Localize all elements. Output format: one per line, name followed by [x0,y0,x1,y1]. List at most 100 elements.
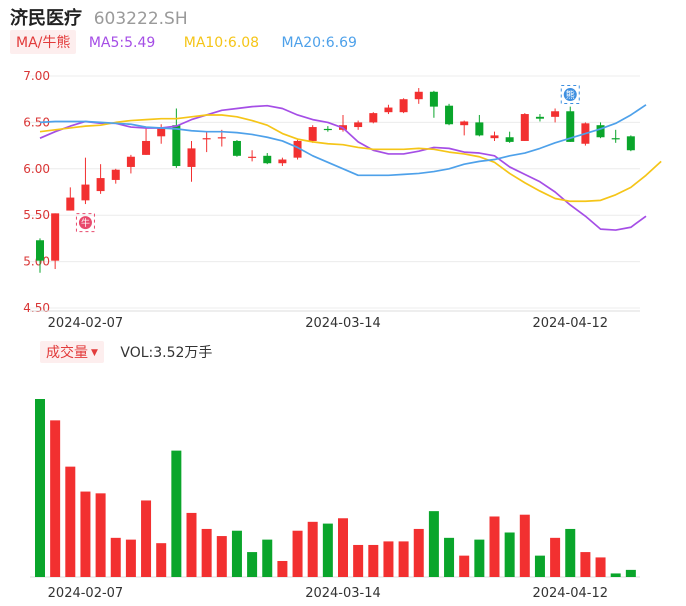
marker-label: 牛 [81,217,90,229]
candle-body [460,121,469,126]
candle-body [96,178,105,192]
volume-bar [125,539,136,577]
signal-marker[interactable]: 熊 [560,85,580,105]
candle [126,154,135,174]
candle [490,131,499,141]
volume-bar [307,521,318,577]
marker-badge [563,88,577,102]
candle-body [66,197,75,211]
marker-label: 熊 [566,89,575,101]
candle-body [626,136,635,151]
volume-chart: 2024-02-07 2024-03-14 2024-04-12 [30,399,640,601]
candle-body [535,116,544,119]
candle [96,164,105,194]
volume-bar [489,516,500,577]
volume-bar [353,544,364,577]
candle [429,90,438,118]
candle-body [142,140,151,155]
candle-body [369,113,378,123]
volume-bar [50,420,61,577]
candle-body [520,114,529,141]
candle-body [126,156,135,167]
candle [66,187,75,211]
candle-body [354,122,363,128]
y-tick-label: 6.50 [23,115,50,129]
candle [384,104,393,115]
volume-bar [383,541,394,577]
candle-body [278,159,287,164]
marker-frame [75,213,95,233]
volume-bar [338,518,348,577]
volume-bar [504,532,515,577]
candle-body [157,127,166,137]
candle [520,113,529,141]
candle [187,140,196,182]
candle [263,153,272,165]
volume-bar [474,539,485,577]
volume-bar [65,466,76,577]
volume-bar [171,450,182,577]
volume-bar [444,537,455,577]
volume-legend: 成交量 ▼ VOL:3.52万手 [40,341,212,363]
candle [278,157,287,167]
candle-body [566,111,575,142]
candle-body [490,135,499,139]
candle [354,120,363,130]
ma10-line [39,114,662,203]
candle [596,122,605,139]
candle [535,114,544,122]
candle [172,108,181,168]
candle-body [399,99,408,113]
volume-bar [80,491,91,577]
candle-body [293,140,302,158]
candle [445,103,454,126]
candle [232,140,241,157]
volume-bar [292,530,303,577]
volume-bar [368,544,379,577]
candle-body [611,138,620,140]
candle [414,88,423,104]
candle [611,129,620,143]
volume-bar [625,569,636,577]
x-tick-label: 2024-03-14 [305,586,381,601]
candle [339,114,347,132]
signal-marker[interactable]: 牛 [75,213,95,233]
x-tick-label: 2024-04-12 [532,316,608,331]
volume-selector-label: 成交量 [46,345,88,361]
candle-body [384,107,393,113]
ma20-line [39,104,647,177]
candle-body [81,184,90,201]
ma5-label: MA5:5.49 [88,35,156,51]
y-tick-label: 7.00 [23,69,50,83]
candle [308,125,317,143]
volume-bar [156,543,167,577]
ma10-label: MA10:6.08 [183,35,260,51]
stock-name: 济民医疗 [10,8,82,29]
stock-code: 603222.SH [93,9,188,29]
candle-body [172,125,181,167]
volume-bar [35,399,45,577]
candle-body [232,140,241,156]
volume-bar [262,539,273,577]
candle [475,114,484,137]
candle-body [111,169,120,180]
candle-body [429,91,438,107]
candle [551,108,560,123]
candle [51,213,60,270]
volume-selector-button[interactable]: 成交量 ▼ [40,341,104,363]
candle [248,150,257,162]
caret-down-icon: ▼ [91,348,98,358]
stock-title: 济民医疗 603222.SH [10,4,188,30]
candle-body [263,155,272,164]
candle-body [475,122,484,136]
volume-bar [186,512,197,577]
candle-body [323,128,332,131]
volume-bar [216,536,227,577]
candle [369,112,378,124]
ma-legend: MA/牛熊 MA5:5.49 MA10:6.08 MA20:6.69 [10,30,357,54]
volume-bar [519,514,530,577]
candle [323,126,332,132]
candle-body [248,156,257,158]
ma-selector-button[interactable]: MA/牛熊 [10,30,77,54]
